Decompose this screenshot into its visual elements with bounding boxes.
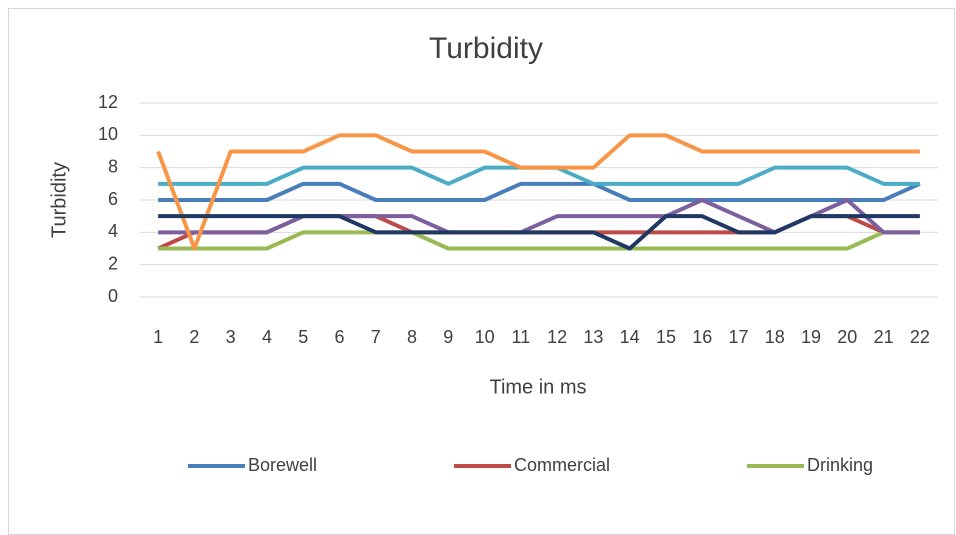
x-tick-label: 5 (298, 327, 308, 347)
x-tick-label: 19 (801, 327, 821, 347)
line-series (158, 214, 920, 251)
y-axis-label: Turbidity (48, 162, 70, 238)
line-series (158, 181, 921, 202)
x-tick-label: 3 (226, 327, 236, 347)
x-tick-label: 1 (153, 327, 163, 347)
y-tick-label: 4 (108, 221, 118, 241)
y-tick-label: 12 (98, 92, 118, 112)
x-tick-label: 7 (371, 327, 381, 347)
x-tick-label: 22 (910, 327, 930, 347)
x-tick-label: 8 (407, 327, 417, 347)
x-tick-label: 18 (765, 327, 785, 347)
x-tick-label: 16 (692, 327, 712, 347)
legend-label: Drinking (807, 455, 873, 475)
y-tick-label: 6 (108, 189, 118, 209)
x-tick-label: 17 (728, 327, 748, 347)
x-tick-label: 21 (874, 327, 894, 347)
y-tick-label: 10 (98, 124, 118, 144)
line-series (156, 133, 920, 251)
x-tick-label: 11 (512, 327, 531, 347)
x-axis-label: Time in ms (489, 376, 586, 398)
x-tick-label: 15 (656, 327, 676, 347)
x-tick-label: 12 (547, 327, 567, 347)
y-tick-label: 8 (108, 156, 118, 176)
legend-label: Commercial (514, 455, 610, 475)
chart-title: Turbidity (429, 32, 543, 65)
x-tick-label: 10 (475, 327, 495, 347)
x-tick-label: 9 (443, 327, 453, 347)
y-tick-label: 0 (108, 286, 118, 306)
chart-frame (8, 8, 955, 535)
y-tick-label: 2 (108, 253, 118, 273)
x-tick-label: 13 (583, 327, 603, 347)
x-tick-label: 4 (262, 327, 272, 347)
legend-label: Borewell (248, 455, 317, 475)
line-series (158, 230, 920, 251)
x-tick-label: 2 (189, 327, 199, 347)
x-tick-label: 14 (620, 327, 640, 347)
x-tick-label: 6 (334, 327, 344, 347)
x-tick-label: 20 (837, 327, 857, 347)
